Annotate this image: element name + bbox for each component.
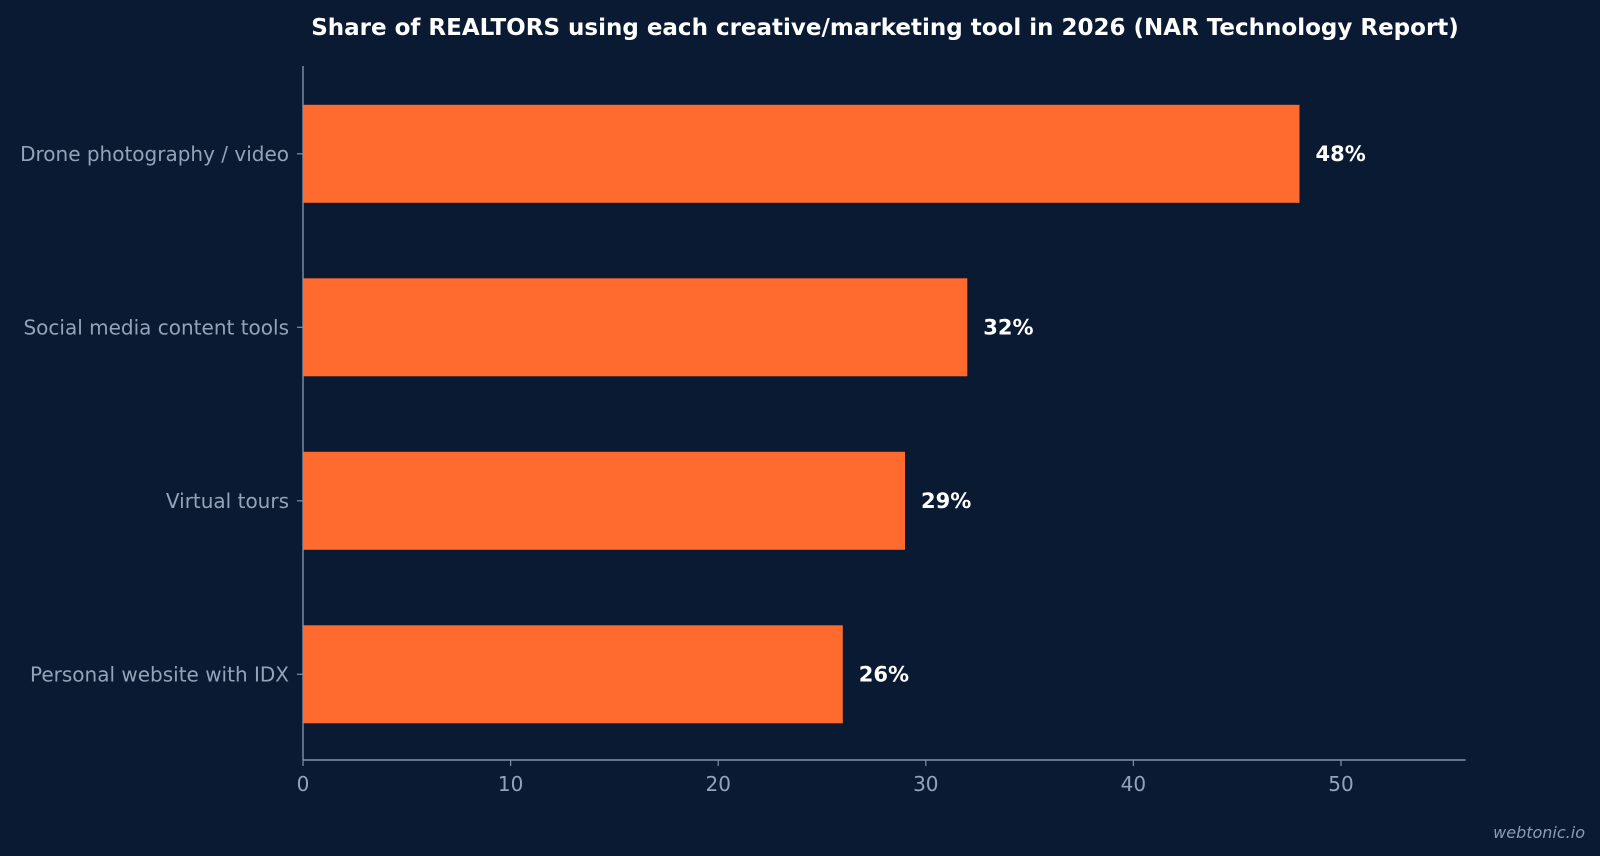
watermark-text: webtonic.io xyxy=(1493,823,1585,842)
x-tick-label: 10 xyxy=(498,772,523,796)
bar-value-label: 26% xyxy=(859,662,909,686)
category-label: Social media content tools xyxy=(23,315,289,339)
bar-value-label: 32% xyxy=(983,315,1033,339)
bar xyxy=(303,278,968,377)
category-label: Personal website with IDX xyxy=(30,662,289,686)
x-tick-label: 20 xyxy=(705,772,730,796)
bar-value-label: 29% xyxy=(921,489,971,513)
bars-layer: 48% 32% 29% 26% xyxy=(303,104,1366,724)
bar xyxy=(303,625,843,724)
chart-title: Share of REALTORS using each creative/ma… xyxy=(311,15,1459,41)
bar-value-label: 48% xyxy=(1316,142,1366,166)
category-label: Drone photography / video xyxy=(20,142,289,166)
axes-layer: Drone photography / video Social media co… xyxy=(20,66,1466,796)
category-label: Virtual tours xyxy=(166,489,289,513)
bar xyxy=(303,451,905,550)
x-tick-label: 0 xyxy=(297,772,310,796)
x-tick-label: 50 xyxy=(1328,772,1353,796)
x-tick-label: 40 xyxy=(1121,772,1146,796)
x-tick-label: 30 xyxy=(913,772,938,796)
bar xyxy=(303,104,1300,203)
